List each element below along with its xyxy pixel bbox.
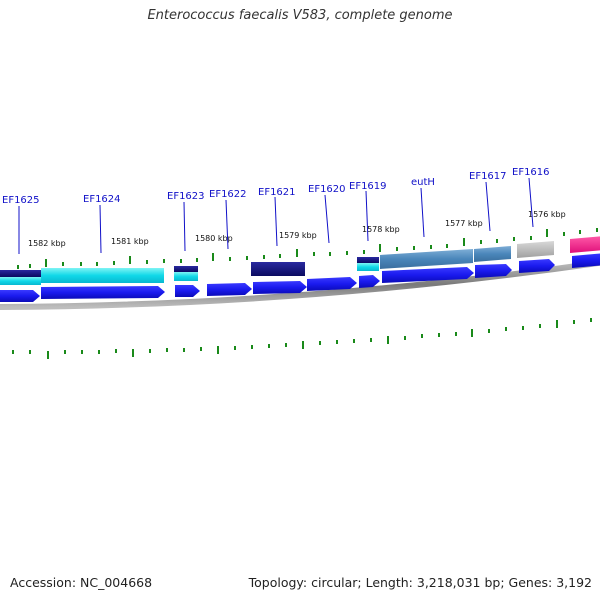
gene-labels: EF1625 EF1624 EF1623 EF1622 EF1621 EF162… (2, 167, 550, 206)
gene-block-next (570, 236, 600, 253)
cds-arrow-ef1620 (307, 277, 357, 291)
cds-arrow-ef1619 (359, 275, 380, 288)
scale-ticks-upper (17, 228, 598, 269)
scale-label: 1580 kbp (195, 234, 233, 243)
scale-label: 1581 kbp (111, 237, 149, 246)
scale-label: 1577 kbp (445, 219, 483, 228)
gene-block-ef1621 (251, 262, 305, 276)
cds-arrow-ef1625 (0, 290, 40, 302)
cds-arrow-euth (382, 267, 474, 283)
gene-block-ef1617 (474, 246, 511, 262)
cds-arrows (0, 253, 600, 302)
gene-label-ef1619[interactable]: EF1619 (349, 181, 387, 192)
gene-label-ef1625[interactable]: EF1625 (2, 195, 40, 206)
scale-label: 1578 kbp (362, 225, 400, 234)
gene-label-ef1623[interactable]: EF1623 (167, 191, 205, 202)
gene-label-euth[interactable]: eutH (411, 177, 435, 188)
cds-arrow-ef1621 (253, 281, 307, 294)
cds-arrow-ef1622 (207, 283, 252, 296)
genome-title: Enterococcus faecalis V583, complete gen… (147, 8, 453, 23)
cds-arrow-ef1617 (475, 264, 512, 278)
genome-backbone (0, 259, 600, 310)
gene-label-ef1624[interactable]: EF1624 (83, 194, 121, 205)
gene-label-ef1620[interactable]: EF1620 (308, 184, 346, 195)
gene-block-ef1619-cyan (357, 263, 379, 271)
genome-summary: Topology: circular; Length: 3,218,031 bp… (248, 575, 592, 590)
gene-block-ef1623-navy (174, 266, 198, 272)
gene-label-ef1616[interactable]: EF1616 (512, 167, 550, 178)
cds-arrow-next (572, 253, 600, 268)
cds-arrow-ef1624 (41, 286, 165, 299)
gene-label-ef1622[interactable]: EF1622 (209, 189, 247, 200)
cds-arrow-ef1616 (519, 259, 555, 273)
gene-block-ef1623-cyan (174, 272, 198, 281)
gene-block-ef1619-navy (357, 257, 379, 263)
gene-block-ef1624 (41, 268, 164, 283)
cds-arrow-ef1623 (175, 285, 200, 297)
scale-label: 1579 kbp (279, 231, 317, 240)
gene-label-ef1621[interactable]: EF1621 (258, 187, 296, 198)
scale-label: 1582 kbp (28, 239, 66, 248)
gene-label-leaders (18, 177, 534, 254)
accession-label: Accession: NC_004668 (10, 575, 153, 590)
gene-block-ef1625-cyan (0, 277, 41, 285)
scale-labels: 1582 kbp 1581 kbp 1580 kbp 1579 kbp 1578… (28, 210, 566, 248)
gene-label-ef1617[interactable]: EF1617 (469, 171, 507, 182)
gene-block-euth (380, 249, 473, 269)
scale-label: 1576 kbp (528, 210, 566, 219)
gene-block-ef1616 (517, 241, 554, 258)
gene-block-ef1625-navy (0, 270, 41, 277)
gene-feature-blocks (0, 236, 600, 285)
scale-ticks-lower (12, 318, 592, 359)
